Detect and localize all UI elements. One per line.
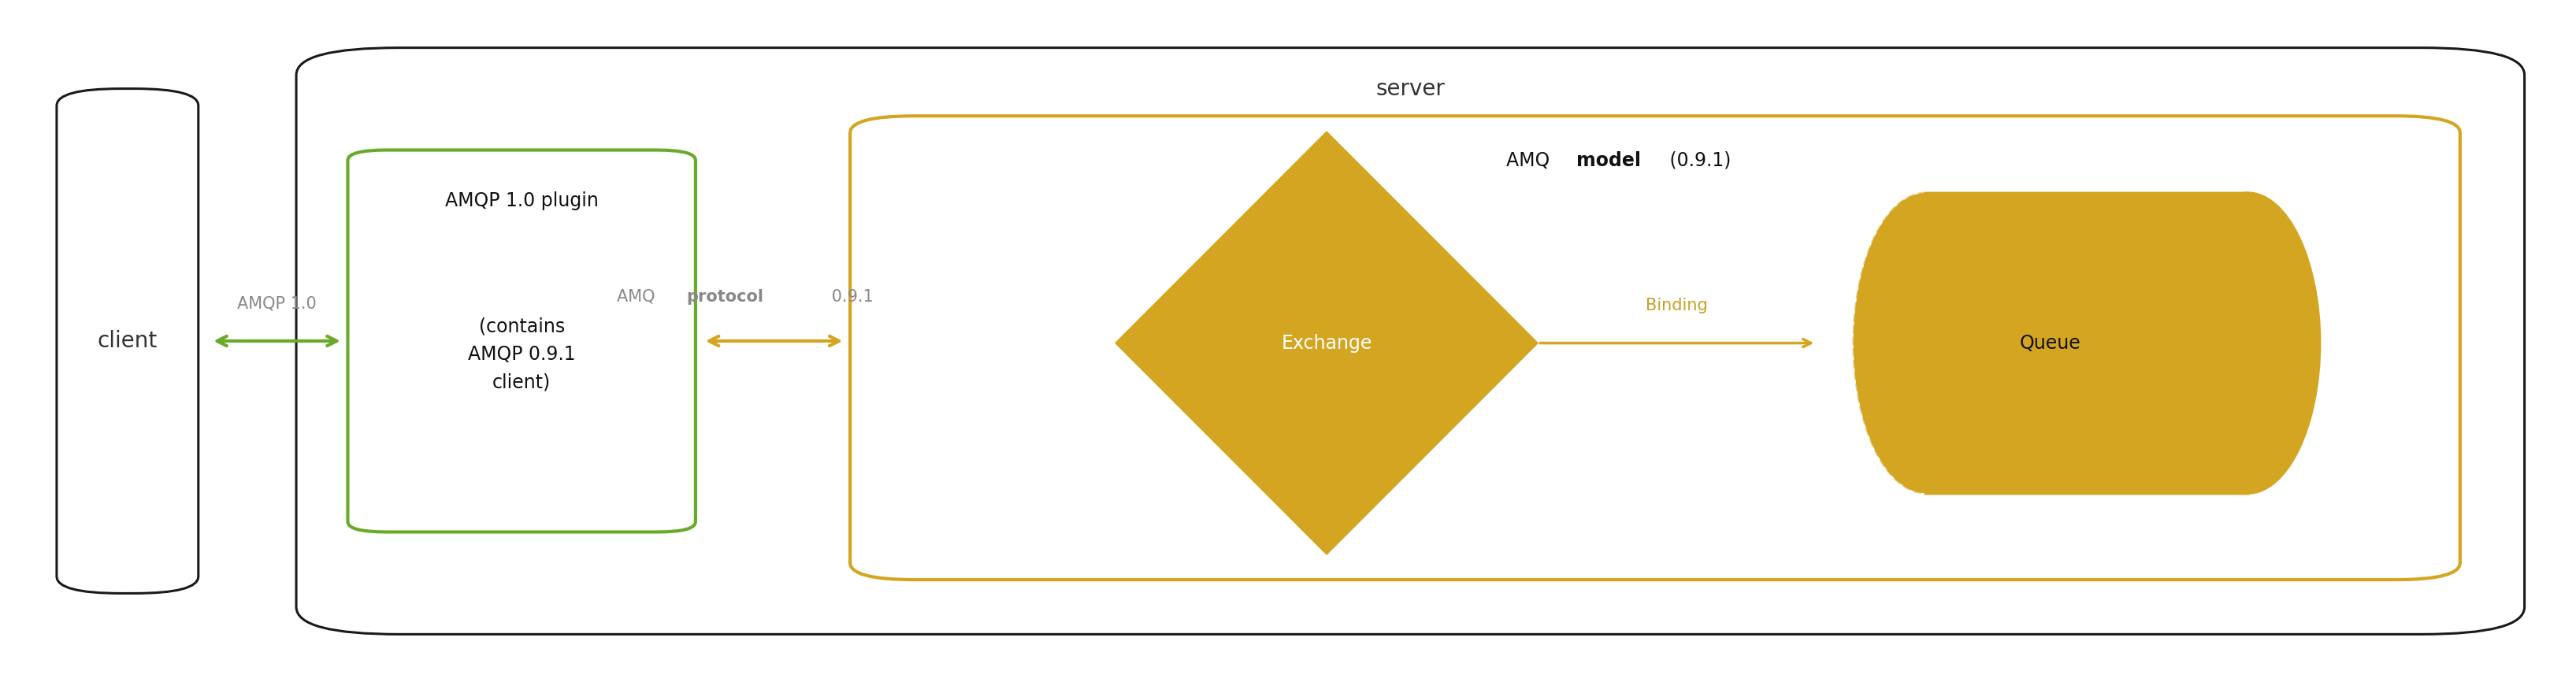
Text: client: client: [98, 330, 157, 352]
Text: (contains
AMQP 0.9.1
client): (contains AMQP 0.9.1 client): [469, 317, 574, 392]
Text: server: server: [1376, 78, 1445, 100]
Ellipse shape: [2177, 193, 2321, 493]
Polygon shape: [1115, 132, 1538, 554]
Text: AMQ: AMQ: [1507, 151, 1556, 170]
Text: Queue: Queue: [2020, 333, 2081, 353]
FancyBboxPatch shape: [348, 150, 696, 532]
Text: model: model: [1577, 151, 1641, 170]
Text: protocol: protocol: [685, 288, 762, 305]
Text: AMQP 1.0: AMQP 1.0: [237, 295, 317, 312]
Text: Binding: Binding: [1646, 297, 1708, 314]
FancyBboxPatch shape: [296, 48, 2524, 634]
Ellipse shape: [1855, 193, 1999, 493]
Text: 0.9.1: 0.9.1: [827, 288, 873, 305]
Text: AMQP 1.0 plugin: AMQP 1.0 plugin: [446, 192, 598, 211]
FancyBboxPatch shape: [1927, 193, 2249, 493]
FancyBboxPatch shape: [850, 116, 2460, 580]
FancyBboxPatch shape: [57, 89, 198, 593]
Text: (0.9.1): (0.9.1): [1664, 151, 1731, 170]
Text: Exchange: Exchange: [1280, 333, 1373, 353]
Text: AMQ: AMQ: [616, 288, 659, 305]
